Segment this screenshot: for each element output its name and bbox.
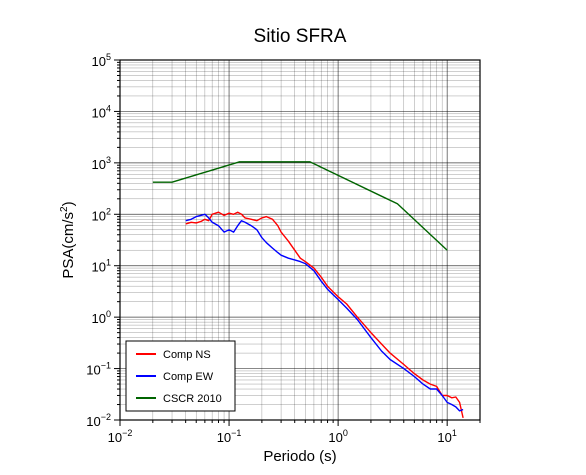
x-tick-label-base: 10 <box>437 430 451 445</box>
legend-label-cscr-2010: CSCR 2010 <box>163 393 222 405</box>
x-ticks: 10−2 10−1 100 101 <box>108 420 481 445</box>
y-axis-label: PSA(cm/s2) <box>59 201 77 278</box>
x-tick-label-base: 10 <box>328 430 342 445</box>
y-axis-label-base: PSA(cm/s <box>60 212 77 279</box>
x-tick-label: 101 <box>437 428 456 445</box>
y-axis-label-end: ) <box>60 201 77 206</box>
y-tick-label-exponent: 2 <box>106 206 111 216</box>
y-tick-label-base: 10 <box>92 311 106 326</box>
x-tick-label-exponent: −1 <box>231 428 241 438</box>
y-tick-label: 103 <box>92 155 111 172</box>
y-tick-label: 100 <box>92 309 111 326</box>
series-line-comp-ew <box>185 213 464 412</box>
y-tick-label: 10−1 <box>86 361 111 378</box>
x-tick-label: 100 <box>328 428 347 445</box>
y-tick-label-exponent: 4 <box>106 103 111 113</box>
legend-box <box>125 340 236 412</box>
y-tick-label: 102 <box>92 206 111 223</box>
series-line-cscr-2010 <box>152 161 448 251</box>
y-tick-label-base: 10 <box>92 105 106 120</box>
x-tick-label-exponent: 1 <box>452 428 457 438</box>
y-tick-label-exponent: 1 <box>106 258 111 268</box>
y-tick-label-base: 10 <box>92 54 106 69</box>
chart-title: Sitio SFRA <box>254 26 347 47</box>
grid <box>120 60 480 420</box>
y-tick-label-base: 10 <box>86 414 100 429</box>
y-axis-label-superscript: 2 <box>59 206 70 212</box>
y-tick-label-exponent: 5 <box>106 52 111 62</box>
y-tick-label-base: 10 <box>92 260 106 275</box>
y-tick-label: 10−2 <box>86 412 111 429</box>
y-tick-label-exponent: 0 <box>106 309 111 319</box>
plot-frame <box>119 59 481 421</box>
y-tick-label: 101 <box>92 258 111 275</box>
series-line-comp-ns <box>185 211 464 419</box>
y-tick-label-base: 10 <box>92 157 106 172</box>
legend: Comp NS Comp EW CSCR 2010 <box>125 340 236 412</box>
y-tick-label-base: 10 <box>86 363 100 378</box>
x-tick-label-base: 10 <box>217 430 231 445</box>
y-tick-label-exponent: 3 <box>106 155 111 165</box>
y-tick-label-exponent: −2 <box>101 412 111 422</box>
x-tick-label: 10−2 <box>108 428 133 445</box>
x-tick-label-exponent: −2 <box>122 428 132 438</box>
y-tick-label: 104 <box>92 103 111 120</box>
series-group <box>152 161 464 419</box>
y-tick-label-exponent: −1 <box>101 361 111 371</box>
legend-label-comp-ns: Comp NS <box>163 349 211 361</box>
x-axis-label: Periodo (s) <box>263 448 336 465</box>
x-tick-label-exponent: 0 <box>343 428 348 438</box>
legend-label-comp-ew: Comp EW <box>163 371 214 383</box>
y-tick-label-base: 10 <box>92 208 106 223</box>
x-tick-label-base: 10 <box>108 430 122 445</box>
y-tick-label: 105 <box>92 52 111 69</box>
x-tick-label: 10−1 <box>217 428 242 445</box>
